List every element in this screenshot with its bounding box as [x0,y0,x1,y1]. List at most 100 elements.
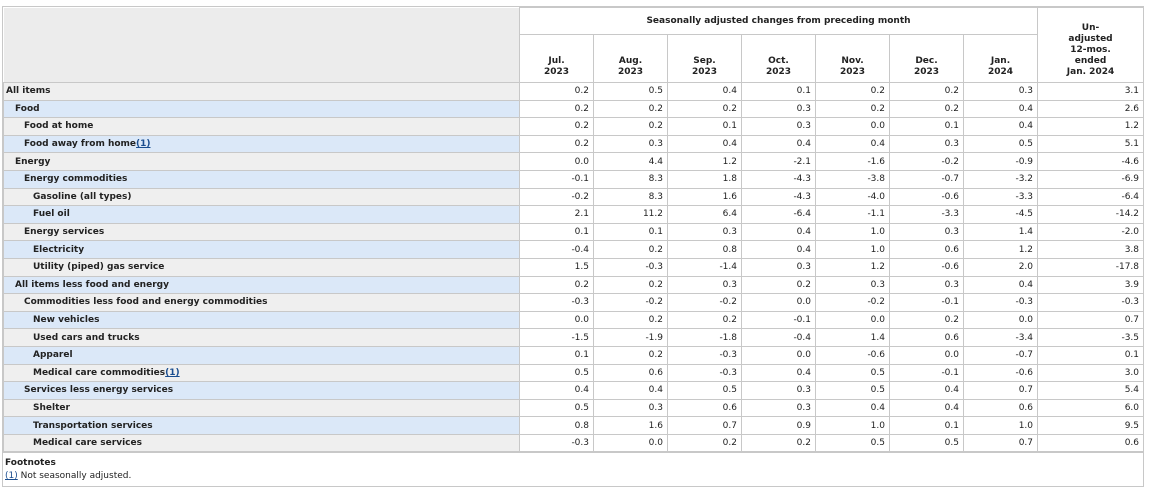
table-row: Shelter 0.5 0.3 0.6 0.3 0.4 0.4 0.6 6.0 [3,398,1145,418]
value-cell: 0.3 [667,222,742,242]
value-cell: 0.2 [593,117,668,136]
value-cell: 0.4 [741,134,816,154]
value-cell: 0.2 [519,134,594,154]
label-text: All items less food and energy [15,279,169,290]
value-cell: 1.2 [1037,117,1145,136]
value-cell: 0.4 [889,381,964,400]
value-cell: -14.2 [1037,205,1145,224]
row-label: All items [3,82,520,101]
value-cell: 0.4 [667,134,742,154]
value-cell: 0.5 [593,82,668,101]
value-cell: -3.5 [1037,328,1145,347]
value-cell: -3.3 [962,187,1039,207]
row-label: Food [3,99,520,119]
value-cell: 0.0 [741,345,816,365]
value-cell: -4.5 [962,205,1039,224]
value-cell: -0.3 [519,293,594,312]
value-cell: 0.4 [741,240,816,259]
row-label: Services less energy services [3,381,520,400]
value-cell: -0.6 [962,363,1039,383]
value-cell: 3.1 [1037,82,1145,101]
value-cell: 0.1 [667,117,742,136]
value-cell: 0.5 [815,433,890,453]
value-cell: 0.1 [741,82,816,101]
value-cell: 5.1 [1037,134,1145,154]
value-cell: -0.3 [962,293,1039,312]
header-line: Sep. [693,56,716,66]
value-cell: -2.0 [1037,222,1145,242]
value-cell: -0.3 [519,433,594,453]
value-cell: 6.4 [667,205,742,224]
month-header: Nov. 2023 [815,34,890,83]
table-row: All items 0.2 0.5 0.4 0.1 0.2 0.2 0.3 3.1 [3,82,1145,101]
label-text: Food at home [24,121,94,132]
value-cell: 0.0 [519,152,594,171]
value-cell: 0.2 [667,433,742,453]
footnote-ref[interactable]: (1) [5,471,18,482]
value-cell: 0.5 [962,134,1039,154]
row-label: Commodities less food and energy commodi… [3,293,520,312]
cpi-table: Seasonally adjusted changes from precedi… [3,7,1145,453]
label-text: Apparel [33,350,73,361]
value-cell: 0.0 [741,293,816,312]
value-cell: 1.0 [815,416,890,435]
value-cell: -17.8 [1037,257,1145,277]
value-cell: 1.4 [815,328,890,347]
value-cell: 0.3 [815,275,890,295]
table-row: Food away from home(1) 0.2 0.3 0.4 0.4 0.4 0.3… [3,134,1145,154]
footnote-link[interactable]: (1) [136,139,151,150]
value-cell: -0.3 [593,257,668,277]
header-line: Aug. [618,56,643,66]
value-cell: -1.9 [593,328,668,347]
header-line: Un- [1081,23,1100,33]
table-row: All items less food and energy 0.2 0.2 0.3 0… [3,275,1145,295]
value-cell: 0.2 [815,82,890,101]
value-cell: 0.2 [889,99,964,119]
group-header: Seasonally adjusted changes from precedi… [518,7,1039,35]
label-text: Electricity [33,244,85,255]
label-text: Medical care services [33,438,142,449]
value-cell: -1.1 [815,205,890,224]
header-line: 2023 [839,67,866,77]
value-cell: 0.3 [741,99,816,119]
value-cell: 0.3 [741,398,816,418]
header-line: 2023 [617,67,644,77]
table-row: Commodities less food and energy commodi… [3,293,1145,312]
value-cell: 0.2 [593,240,668,259]
table-row: Transportation services 0.8 1.6 0.7 0.9 1.0 0.… [3,416,1145,435]
header-line: 2023 [913,67,940,77]
value-cell: 1.8 [667,169,742,189]
footnote-link[interactable]: (1) [165,367,180,378]
value-cell: 1.5 [519,257,594,277]
value-cell: 0.2 [593,345,668,365]
value-cell: -4.0 [815,187,890,207]
table-row: Gasoline (all types) -0.2 8.3 1.6 -4.3 -4.0 -0… [3,187,1145,207]
value-cell: -0.2 [593,293,668,312]
value-cell: 0.4 [519,381,594,400]
value-cell: -0.6 [815,345,890,365]
table-row: New vehicles 0.0 0.2 0.2 -0.1 0.0 0.2 0.0 0.7 [3,310,1145,330]
value-cell: 0.1 [519,222,594,242]
row-label: All items less food and energy [3,275,520,295]
value-cell: 0.4 [741,222,816,242]
value-cell: -0.3 [667,345,742,365]
value-cell: 0.9 [741,416,816,435]
value-cell: -0.9 [962,152,1039,171]
value-cell: 0.0 [889,345,964,365]
value-cell: 6.0 [1037,398,1145,418]
table-header: Seasonally adjusted changes from precedi… [3,7,1145,83]
value-cell: -0.4 [519,240,594,259]
value-cell: 0.2 [593,275,668,295]
value-cell: 0.5 [815,381,890,400]
value-cell: -0.3 [1037,293,1145,312]
value-cell: 0.1 [889,416,964,435]
table-row: Food at home 0.2 0.2 0.1 0.3 0.0 0.1 0.4 1.2 [3,117,1145,136]
value-cell: 1.0 [815,222,890,242]
value-cell: -0.7 [962,345,1039,365]
value-cell: 2.6 [1037,99,1145,119]
value-cell: 0.2 [519,99,594,119]
value-cell: 1.2 [667,152,742,171]
blank-header [3,7,520,83]
value-cell: 0.7 [667,416,742,435]
value-cell: 0.2 [889,82,964,101]
